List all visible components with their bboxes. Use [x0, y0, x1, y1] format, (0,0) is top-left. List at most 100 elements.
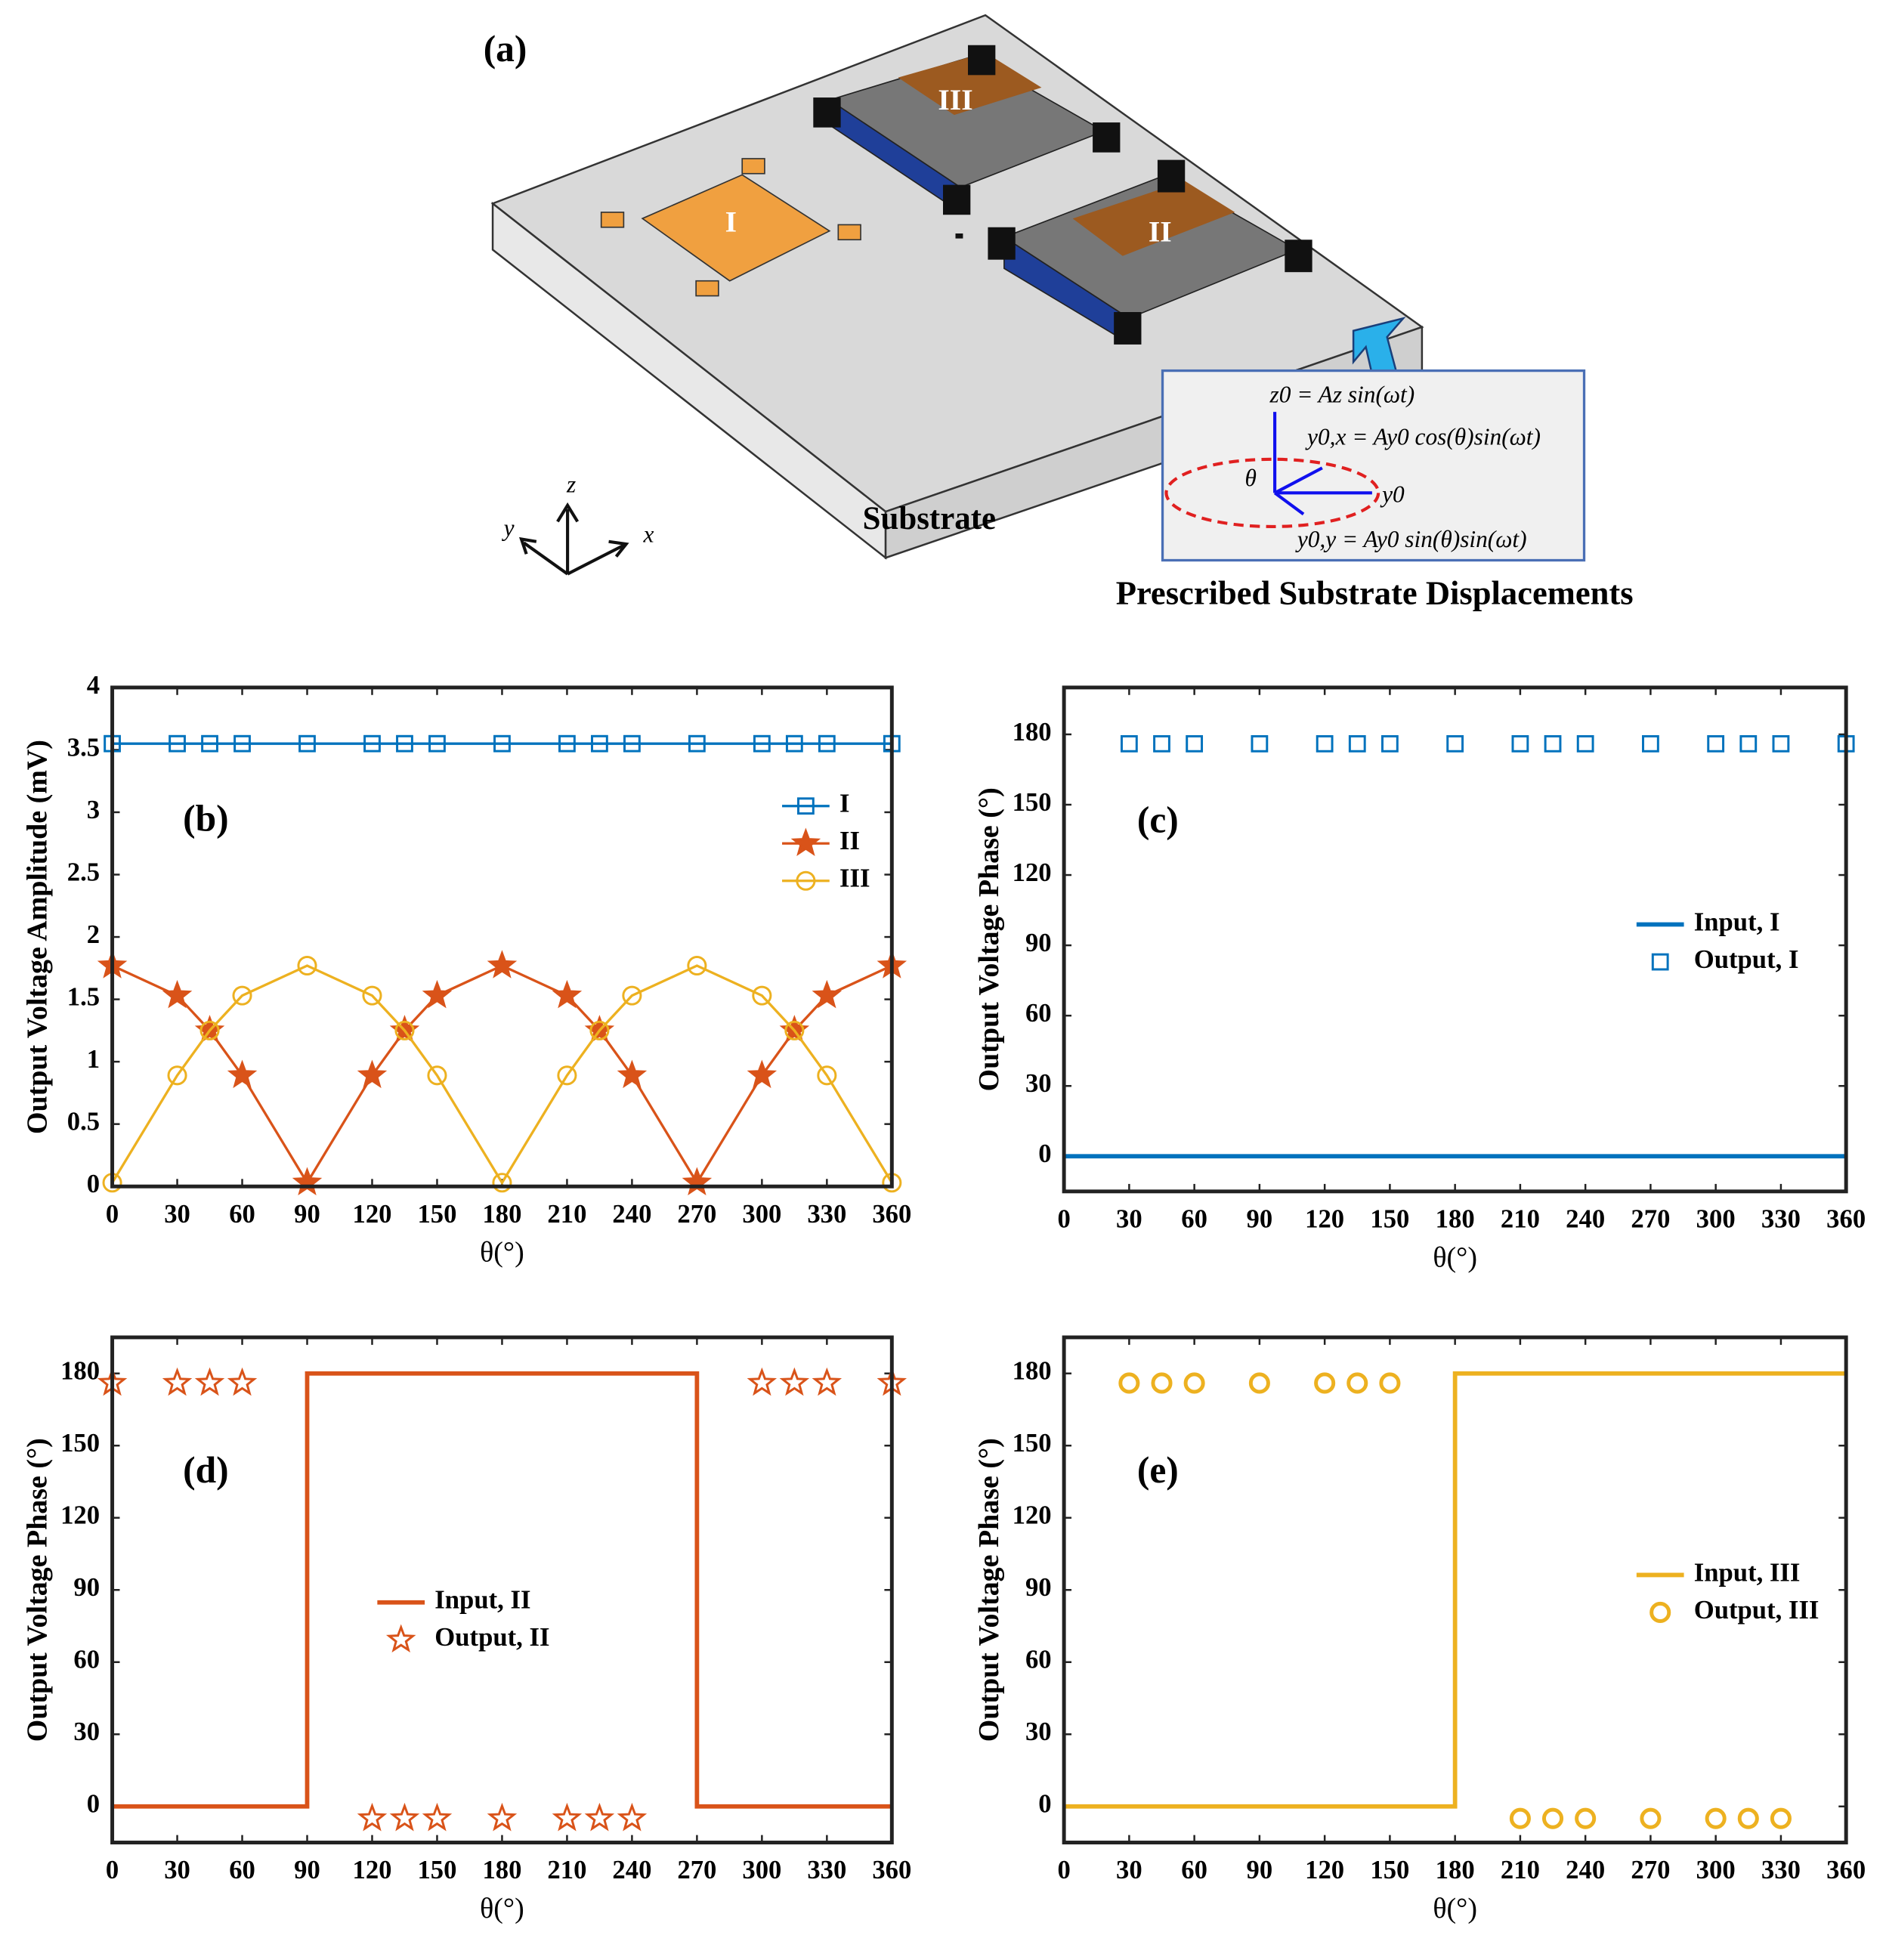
- marker: [199, 1020, 220, 1040]
- legend-marker: [1651, 953, 1669, 971]
- legend: Input, II Output, II: [377, 1586, 549, 1653]
- marker: [1248, 1372, 1270, 1394]
- marker: [623, 734, 641, 753]
- marker: [1576, 734, 1594, 753]
- x-tick-label: 360: [1826, 1856, 1866, 1884]
- legend-marker: [1649, 1601, 1671, 1623]
- marker: [298, 734, 316, 753]
- marker: [1511, 734, 1529, 753]
- y-tick-label: 180: [60, 1357, 100, 1386]
- x-tick-label: 270: [1631, 1856, 1670, 1884]
- y-tick-label: 60: [1025, 1646, 1052, 1674]
- x-tick-label: 0: [1057, 1204, 1070, 1233]
- legend-marker: [797, 797, 815, 815]
- x-tick-label: 330: [1761, 1856, 1801, 1884]
- device-label: III: [938, 83, 972, 116]
- device-two: II: [988, 159, 1312, 345]
- y-tick-label: 0: [1038, 1139, 1051, 1168]
- anchor: [943, 184, 971, 215]
- marker: [357, 1802, 388, 1832]
- chart: 0 30 60 90 120 150 180 0 30 60 90 120 150 180 210 240 27…: [973, 685, 1866, 1273]
- marker: [1739, 734, 1758, 753]
- x-tick-label: 30: [164, 1856, 190, 1884]
- marker: [747, 1059, 778, 1089]
- x-tick-label: 60: [229, 1856, 255, 1884]
- y-tick-label: 150: [1013, 788, 1052, 817]
- plot-frame: [110, 1335, 894, 1844]
- x-tick-label: 150: [1370, 1204, 1409, 1233]
- chart: 0 0.5 1 1.5 2 2.5 3 3.5 4 0 30 60 90 120 150 180 210 240 2…: [22, 671, 912, 1269]
- marker: [169, 734, 186, 753]
- anchor: [1157, 159, 1186, 193]
- axis: [523, 541, 569, 576]
- y-tick-label: 1: [87, 1045, 100, 1074]
- anchor: [988, 227, 1016, 260]
- pad: [837, 224, 861, 241]
- marker: [1346, 1372, 1368, 1394]
- series-line: [111, 964, 893, 1186]
- x-tick-label: 240: [612, 1856, 651, 1884]
- equation: θ: [1244, 465, 1256, 491]
- marker: [1314, 1372, 1336, 1394]
- marker: [1640, 1807, 1662, 1829]
- legend-label: II: [839, 827, 860, 855]
- x-tick-label: 210: [1501, 1856, 1540, 1884]
- caption: Prescribed Substrate Displacements: [1116, 574, 1634, 612]
- marker: [487, 950, 518, 978]
- plot-area: [1064, 687, 1847, 1192]
- legend-label: I: [839, 790, 850, 818]
- plot-area: [112, 1337, 892, 1843]
- y-tick-label: 2: [87, 920, 100, 949]
- marker: [357, 1059, 388, 1089]
- marker: [389, 1802, 420, 1832]
- marker: [622, 985, 642, 1006]
- x-axis-label: θ(°): [1433, 1893, 1477, 1924]
- marker: [818, 734, 836, 753]
- marker: [1544, 734, 1562, 753]
- panel-label: (a): [484, 28, 527, 70]
- vector: [1273, 491, 1305, 516]
- panel-label: (c): [1137, 799, 1179, 840]
- marker: [1251, 734, 1269, 753]
- marker: [812, 1367, 843, 1396]
- marker: [785, 734, 803, 753]
- legend-label: Input, I: [1694, 907, 1780, 936]
- x-tick-label: 0: [106, 1856, 119, 1884]
- legend: Input, I Output, I: [1636, 907, 1798, 974]
- marker: [493, 734, 511, 753]
- y-tick-label: 120: [1013, 1501, 1052, 1530]
- marker: [779, 1367, 810, 1396]
- x-tick-label: 90: [1247, 1856, 1273, 1884]
- axis-label: y: [502, 515, 515, 541]
- x-tick-label: 240: [1566, 1204, 1605, 1233]
- anchor: [1093, 122, 1121, 153]
- x-tick-label: 360: [872, 1856, 911, 1884]
- axis: [567, 543, 625, 576]
- arrow-head: [518, 536, 537, 555]
- x-tick-label: 330: [807, 1200, 846, 1229]
- pad: [695, 280, 719, 297]
- marker: [1707, 734, 1725, 753]
- marker: [1186, 734, 1204, 753]
- x-tick-label: 90: [1247, 1204, 1273, 1233]
- marker: [1381, 734, 1399, 753]
- marker: [552, 979, 583, 1009]
- x-tick-label: 240: [1566, 1856, 1605, 1884]
- marker: [232, 985, 252, 1006]
- marker: [1642, 734, 1659, 753]
- axis-label: x: [642, 521, 654, 547]
- y-tick-label: 0: [1038, 1790, 1051, 1819]
- device-body: [641, 174, 831, 282]
- marker: [1153, 734, 1170, 753]
- equation: y0,y = Ay0 sin(θ)sin(ωt): [1295, 526, 1527, 552]
- y-tick-label: 1.5: [67, 983, 100, 1012]
- pad: [741, 158, 765, 175]
- marker: [1348, 734, 1366, 753]
- pad: [600, 212, 625, 228]
- diagram: (a) I III: [484, 14, 1634, 612]
- y-tick-label: 120: [1013, 858, 1052, 887]
- marker: [201, 734, 218, 753]
- anchor: [813, 97, 841, 128]
- marker: [1705, 1807, 1727, 1829]
